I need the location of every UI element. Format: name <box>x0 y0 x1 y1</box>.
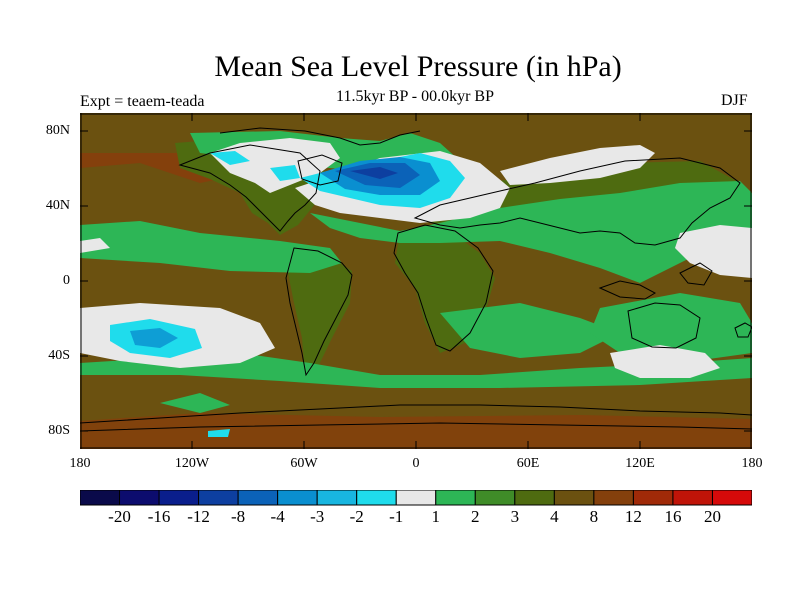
colorbar-box <box>198 490 239 506</box>
lon-label-180w: 180 <box>69 456 91 471</box>
colorbar-label: 4 <box>550 507 559 526</box>
lat-label-80n: 80N <box>45 123 70 138</box>
colorbar-label: 12 <box>624 507 642 526</box>
colorbar-label: 8 <box>589 507 599 526</box>
colorbar-box <box>316 490 358 506</box>
field-band-2-indian <box>440 303 620 358</box>
lat-label-40n: 40N <box>45 198 70 213</box>
pressure-map <box>80 113 752 449</box>
field-band-neg-2-antarctic <box>208 429 230 437</box>
colorbar-label: -1 <box>389 507 404 526</box>
colorbar-box <box>593 490 634 506</box>
field-band-1-arctic <box>210 138 340 193</box>
lon-label-120e: 120E <box>625 456 655 471</box>
colorbar-box <box>514 490 555 506</box>
field-band-1-pacific-west <box>675 225 752 278</box>
lon-label-60w: 60W <box>290 456 318 471</box>
field-band-1-south-indian <box>610 345 720 378</box>
lat-label-80s: 80S <box>48 423 70 438</box>
colorbar-box <box>158 490 200 506</box>
field-band-neg-2-hudson <box>210 151 250 165</box>
colorbar-box <box>395 490 437 506</box>
colorbar-label: 20 <box>703 507 721 526</box>
colorbar-label: -2 <box>349 507 364 526</box>
colorbar-label: -4 <box>270 507 285 526</box>
field-band-neg-2-greenland <box>270 165 300 181</box>
map-subtitle: 11.5kyr BP - 00.0kyr BP <box>336 88 494 105</box>
lon-label-180e: 180 <box>741 456 763 471</box>
lon-label-60e: 60E <box>516 456 540 471</box>
colorbar-label: 3 <box>510 507 520 526</box>
colorbar-label: 2 <box>471 507 480 526</box>
colorbar-box <box>632 490 674 506</box>
field-band-2-pacific-north <box>80 221 342 273</box>
colorbar-box <box>474 490 516 506</box>
season-label: DJF <box>721 92 748 109</box>
field-band-2-southern <box>80 353 752 388</box>
colorbar-label: -12 <box>187 507 210 526</box>
colorbar-label: 1 <box>431 507 441 526</box>
coastlines <box>80 127 752 432</box>
colorbar-box <box>80 490 121 506</box>
colorbar-label: -8 <box>231 507 246 526</box>
colorbar-box <box>435 490 476 506</box>
colorbar-label: 16 <box>664 507 682 526</box>
colorbar-box <box>237 490 279 506</box>
colorbar-box <box>119 490 160 506</box>
colorbar-label: -20 <box>108 507 131 526</box>
field-band-1-pacific-east <box>80 238 110 253</box>
lat-label-0: 0 <box>63 273 70 288</box>
colorbar <box>80 490 752 506</box>
colorbar-label: -3 <box>310 507 325 526</box>
map-title: Mean Sea Level Pressure (in hPa) <box>214 50 622 83</box>
lon-label-120w: 120W <box>174 456 210 471</box>
colorbar-label: -16 <box>147 507 171 526</box>
field-band-12-south <box>80 413 752 449</box>
grid-ticks <box>80 113 752 449</box>
field-band-2-atlantic <box>310 181 752 283</box>
lat-label-40s: 40S <box>48 348 70 363</box>
lon-label-0: 0 <box>412 456 420 471</box>
experiment-label: Expt = teaem-teada <box>80 93 205 110</box>
colorbar-box <box>356 490 397 506</box>
colorbar-box <box>672 490 713 506</box>
field-band-neg-8-north-atlantic <box>350 167 398 179</box>
colorbar-box <box>711 490 752 506</box>
field-band-1-asia <box>500 145 655 185</box>
colorbar-box <box>277 490 318 506</box>
colorbar-box <box>553 490 595 506</box>
field-south-america <box>288 248 352 375</box>
field-band-2-southern-ocean <box>160 393 230 413</box>
field-band-neg-3-south-pacific <box>130 328 178 348</box>
